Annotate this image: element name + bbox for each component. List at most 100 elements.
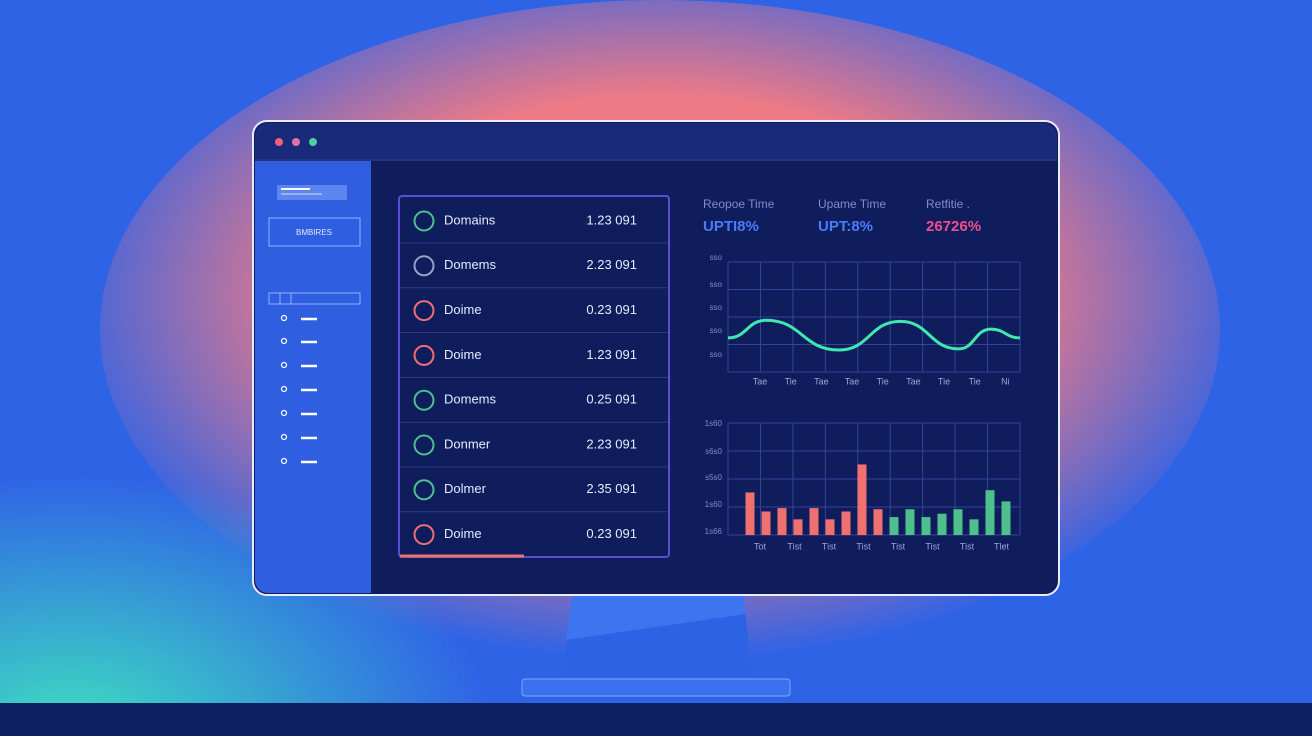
x-axis-label: Tot (754, 541, 767, 551)
charts: sso sso sso sso sso Tae Tie Tae Tae Tie Tae Tie Tie N… (705, 253, 1021, 551)
y-axis-label: 1s60 (705, 419, 723, 428)
domain-name: Domems (444, 257, 497, 272)
bar (1001, 501, 1011, 535)
y-axis-label: sso (710, 280, 723, 289)
domain-name: Dolmer (444, 481, 487, 496)
metrics: Reopoe Time UPTI8% Upame Time UPT:8% Retfiti… (703, 197, 981, 235)
window-dot[interactable] (309, 138, 317, 146)
nav-icon[interactable] (280, 457, 288, 465)
sidebar-search[interactable] (268, 292, 361, 305)
stand-highlight (566, 596, 746, 640)
y-axis-label: s5s0 (705, 473, 722, 482)
domain-name: Doime (444, 302, 482, 317)
bar (985, 490, 995, 535)
status-dot (413, 479, 435, 501)
nav-icon[interactable] (280, 314, 288, 322)
bar (873, 509, 883, 535)
sidebar-button[interactable] (268, 217, 361, 247)
domain-name: Doime (444, 347, 482, 362)
metric-value: UPTI8% (703, 218, 759, 235)
status-dot (413, 300, 435, 322)
domain-rows: Domains 1.23 091 Domems 2.23 091 Doime 0.23 0… (400, 210, 668, 546)
nav-icon[interactable] (280, 361, 288, 369)
bar (905, 509, 915, 535)
bar (761, 511, 771, 535)
nav-icon[interactable] (280, 385, 288, 393)
x-axis-label: Tlet (994, 541, 1010, 551)
x-axis-label: Tie (785, 376, 797, 386)
status-dot (413, 344, 435, 366)
bar (745, 492, 755, 535)
metric-label: Upame Time (818, 197, 886, 211)
x-axis-label: Tie (877, 376, 889, 386)
x-axis-label: Tae (814, 376, 829, 386)
bar (809, 508, 819, 535)
bar (921, 517, 931, 535)
domain-name: Domains (444, 212, 496, 227)
line-series (727, 318, 1021, 352)
sidebar-logo (277, 185, 347, 200)
y-axis-label: s6s0 (705, 447, 722, 456)
floor (0, 703, 1312, 736)
bar (793, 519, 803, 535)
sidebar (255, 161, 371, 593)
x-axis-label: Tist (960, 541, 975, 551)
x-axis-label: Tie (969, 376, 981, 386)
y-axis-label: sso (710, 253, 723, 262)
y-axis-label: sso (710, 326, 723, 335)
nav-icon[interactable] (280, 433, 288, 441)
domain-value: 1.23 091 (586, 347, 637, 362)
y-axis-label: 1s66 (705, 527, 723, 536)
x-axis-label: Tae (753, 376, 768, 386)
bar (937, 513, 947, 535)
x-axis-label: Tae (845, 376, 860, 386)
x-axis-label: Tist (822, 541, 837, 551)
bar (841, 511, 851, 535)
y-axis-label: sso (710, 350, 723, 359)
status-dot (413, 210, 435, 232)
domain-value: 0.23 091 (586, 526, 637, 541)
y-axis-label: 1s60 (705, 500, 723, 509)
metric-label: Reopoe Time (703, 197, 775, 211)
metric-label: Retfitie . (926, 197, 970, 211)
x-axis-label: Tist (891, 541, 906, 551)
status-dot (413, 524, 435, 546)
status-dot (413, 434, 435, 456)
y-axis-label: sso (710, 303, 723, 312)
status-dot (413, 389, 435, 411)
nav-icon[interactable] (280, 409, 288, 417)
window-dot[interactable] (292, 138, 300, 146)
metric-value: 26726% (926, 218, 981, 235)
x-axis-label: Tist (925, 541, 940, 551)
bar (857, 464, 867, 535)
domain-name: Doime (444, 526, 482, 541)
domain-name: Donmer (444, 436, 491, 451)
x-axis-label: Tist (787, 541, 802, 551)
bar (889, 517, 899, 535)
x-axis-label: Ni (1001, 376, 1010, 386)
sidebar-button-label: BMBIRES (296, 228, 332, 237)
status-dot (413, 255, 435, 277)
stand-base (521, 678, 791, 697)
window-dot[interactable] (275, 138, 283, 146)
domain-value: 0.23 091 (586, 302, 637, 317)
domain-value: 2.35 091 (586, 481, 637, 496)
domain-panel (398, 195, 670, 558)
bar (777, 508, 787, 535)
x-axis-label: Tae (906, 376, 921, 386)
sidebar-nav (280, 314, 317, 465)
bar (825, 519, 835, 535)
metric-value: UPT:8% (818, 218, 873, 235)
domain-value: 1.23 091 (586, 212, 637, 227)
domain-name: Domems (444, 392, 497, 407)
x-axis-label: Tie (938, 376, 950, 386)
nav-icon[interactable] (280, 337, 288, 345)
domain-value: 0.25 091 (586, 392, 637, 407)
domain-value: 2.23 091 (586, 257, 637, 272)
bar (953, 509, 963, 535)
x-axis-label: Tist (856, 541, 871, 551)
domain-value: 2.23 091 (586, 436, 637, 451)
title-bar (255, 123, 1057, 159)
